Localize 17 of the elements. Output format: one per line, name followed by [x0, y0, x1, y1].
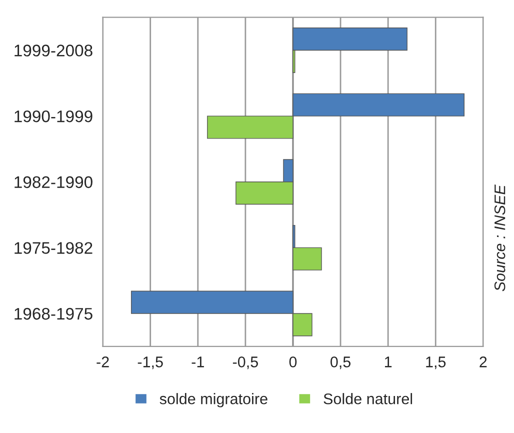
x-tick-label: -2 — [96, 356, 109, 368]
y-tick-label: 1999-2008 — [14, 44, 92, 56]
legend-label: Solde naturel — [324, 393, 412, 404]
x-tick-label: 0 — [289, 356, 297, 368]
x-tick-label: -1,5 — [138, 356, 163, 370]
legend-label: solde migratoire — [160, 393, 268, 408]
y-tick-label: 1975-1982 — [14, 242, 92, 254]
x-tick-label: 0,5 — [330, 356, 351, 370]
x-tick-label: -1 — [192, 356, 204, 368]
x-tick-label: 2 — [480, 356, 487, 368]
y-tick-label: 1990-1999 — [14, 110, 92, 122]
x-tick-label: 1,5 — [426, 356, 446, 370]
y-tick-label: 1968-1975 — [14, 308, 92, 320]
y-tick-label: 1982-1990 — [14, 176, 92, 188]
source-note: Source : INSEE — [494, 184, 506, 292]
x-tick-label: 1 — [384, 356, 392, 368]
x-tick-label: -0,5 — [232, 356, 258, 370]
